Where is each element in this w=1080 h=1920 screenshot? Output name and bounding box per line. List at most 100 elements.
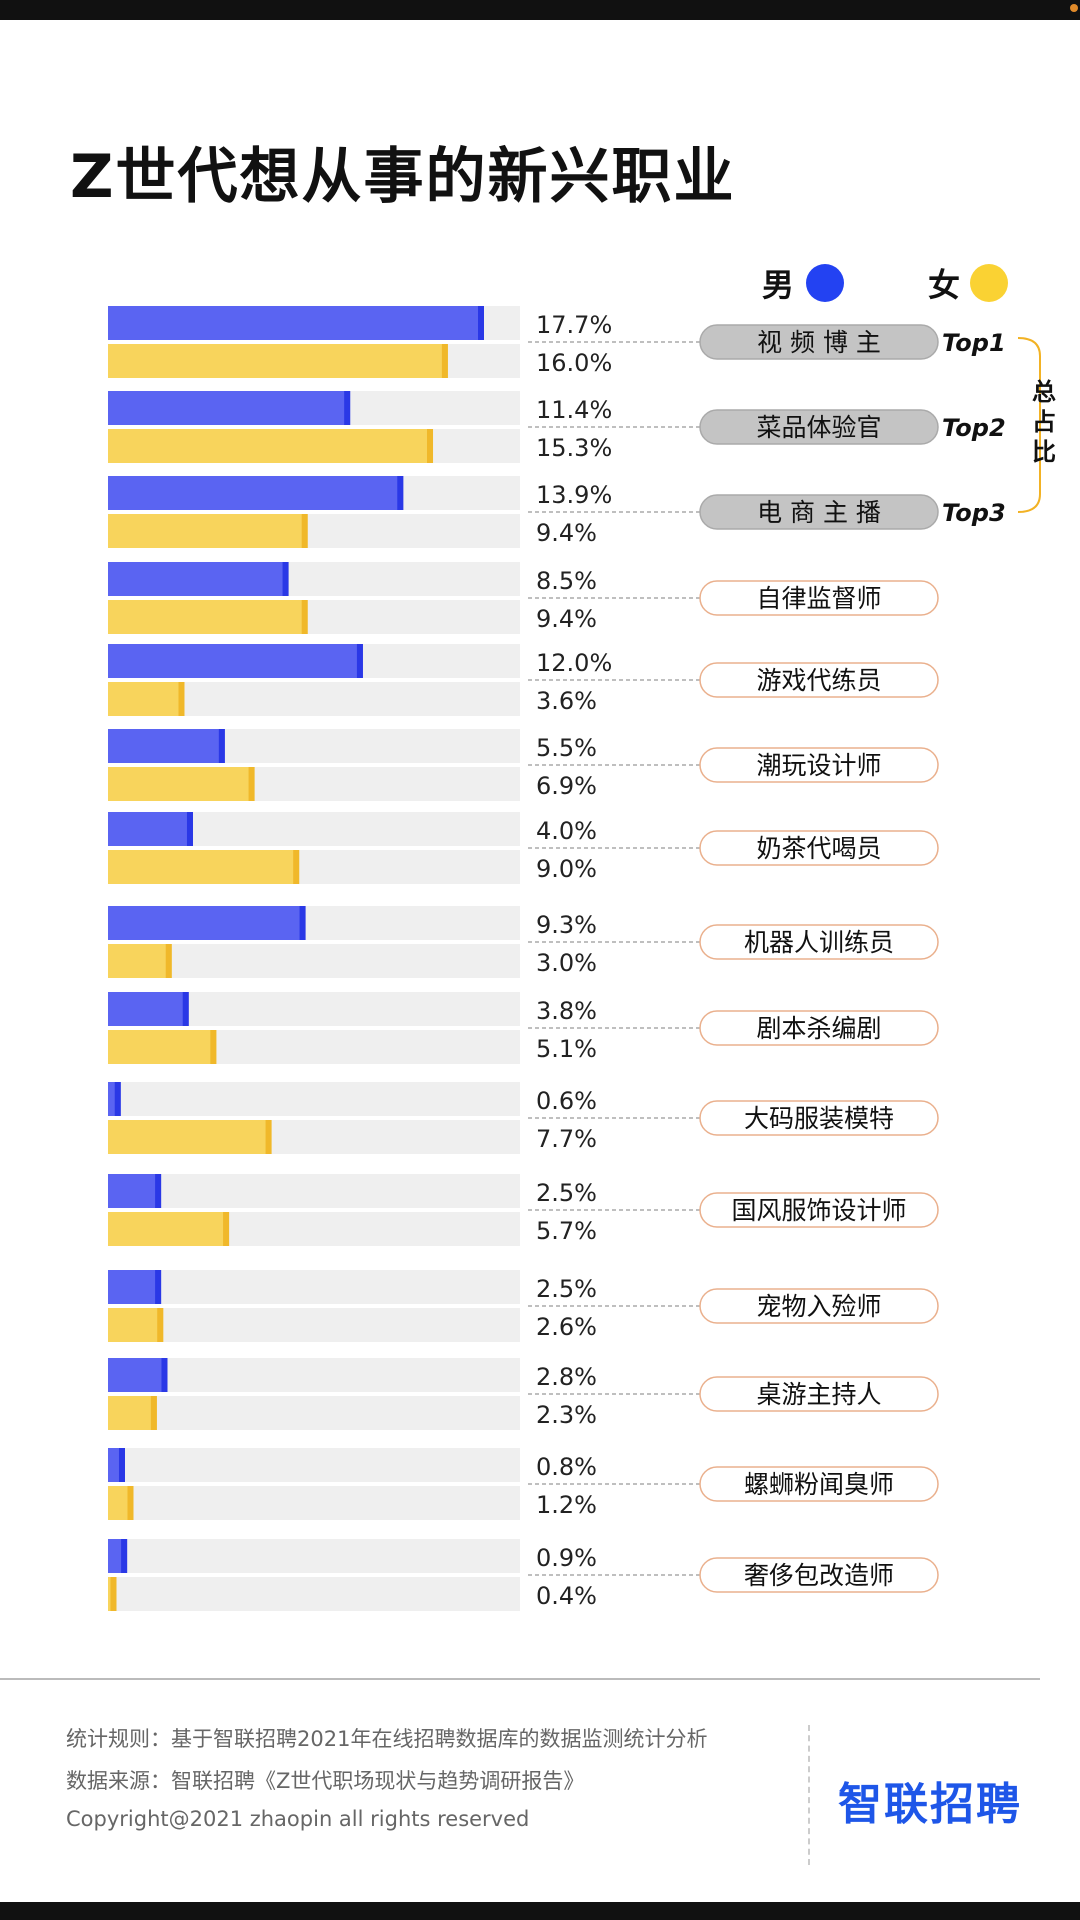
job-row: 12.0% 3.6% 游戏代练员: [108, 644, 939, 716]
job-row: 13.9% 9.4% 电 商 主 播 Top3: [108, 476, 1006, 548]
male-bar: [108, 306, 484, 340]
bar-track: [108, 1174, 520, 1208]
category-tag: [699, 1288, 939, 1324]
male-bar-cap: [118, 1448, 125, 1482]
category-label: 宠物入殓师: [756, 1292, 881, 1321]
male-value-label: 8.5%: [536, 567, 597, 595]
male-bar-cap: [186, 812, 193, 846]
legend-female-label: 女: [928, 266, 961, 304]
female-value-label: 9.4%: [536, 605, 597, 633]
male-bar: [108, 391, 351, 425]
bar-track: [108, 1577, 520, 1611]
female-value-label: 9.4%: [536, 519, 597, 547]
female-value-label: 3.0%: [536, 949, 597, 977]
zhaopin-logo: 智联招聘: [838, 1779, 1022, 1830]
category-tag: [699, 830, 939, 866]
male-value-label: 3.8%: [536, 997, 597, 1025]
job-row: 2.5% 2.6% 宠物入殓师: [108, 1270, 939, 1342]
category-label: 大码服装模特: [744, 1104, 894, 1133]
footer-source: 数据来源：智联招聘《Z世代职场现状与趋势调研报告》: [66, 1769, 585, 1793]
bar-track: [108, 1358, 520, 1392]
male-bar-cap: [121, 1539, 128, 1573]
female-value-label: 0.4%: [536, 1582, 597, 1610]
male-bar-cap: [397, 476, 404, 510]
male-value-label: 0.9%: [536, 1544, 597, 1572]
category-label: 电 商 主 播: [757, 498, 881, 527]
male-value-label: 5.5%: [536, 734, 597, 762]
male-bar-cap: [356, 644, 363, 678]
infographic-page: Z世代想从事的新兴职业 男 女 17.7% 16.0% 视 频 博 主 Top1 11.…: [0, 20, 1080, 1902]
job-row: 0.8% 1.2% 螺蛳粉闻臭师: [108, 1448, 939, 1520]
legend-male-label: 男: [762, 266, 795, 304]
top-bracket-label: 比: [1032, 438, 1056, 466]
female-bar-cap: [210, 1030, 217, 1064]
footer-copyright: Copyright@2021 zhaopin all rights reserv…: [66, 1807, 530, 1831]
male-bar: [108, 476, 404, 510]
female-bar-cap: [127, 1486, 134, 1520]
male-bar: [108, 992, 189, 1026]
male-value-label: 9.3%: [536, 911, 597, 939]
category-tag: [699, 662, 939, 698]
category-label: 国风服饰设计师: [731, 1196, 906, 1225]
bar-track: [108, 1448, 520, 1482]
female-bar: [108, 344, 448, 378]
bar-track: [108, 1486, 520, 1520]
male-value-label: 0.8%: [536, 1453, 597, 1481]
female-value-label: 7.7%: [536, 1125, 597, 1153]
job-row: 11.4% 15.3% 菜品体验官 Top2: [108, 391, 1006, 463]
female-value-label: 2.3%: [536, 1401, 597, 1429]
category-tag: [699, 1192, 939, 1228]
job-row: 2.8% 2.3% 桌游主持人: [108, 1358, 939, 1430]
male-value-label: 2.5%: [536, 1179, 597, 1207]
category-tag: [699, 1100, 939, 1136]
category-tag: [699, 580, 939, 616]
male-value-label: 0.6%: [536, 1087, 597, 1115]
top-rank-label: Top1: [942, 329, 1006, 357]
male-bar-cap: [155, 1174, 162, 1208]
job-row: 2.5% 5.7% 国风服饰设计师: [108, 1174, 939, 1246]
bar-track: [108, 1270, 520, 1304]
male-bar-cap: [155, 1270, 162, 1304]
category-tag: [699, 409, 939, 445]
female-bar-cap: [150, 1396, 157, 1430]
bar-track: [108, 944, 520, 978]
category-tag: [699, 1466, 939, 1502]
legend-male-dot: [806, 264, 844, 302]
female-value-label: 3.6%: [536, 687, 597, 715]
female-bar-cap: [265, 1120, 272, 1154]
category-label: 菜品体验官: [756, 413, 881, 442]
job-row: 5.5% 6.9% 潮玩设计师: [108, 729, 939, 801]
footer-rule: 统计规则：基于智联招聘2021年在线招聘数据库的数据监测统计分析: [66, 1727, 708, 1751]
job-row: 8.5% 9.4% 自律监督师: [108, 562, 939, 634]
category-label: 潮玩设计师: [756, 751, 881, 780]
page-title: Z世代想从事的新兴职业: [70, 142, 736, 212]
category-tag: [699, 1010, 939, 1046]
female-value-label: 2.6%: [536, 1313, 597, 1341]
category-tag: [699, 924, 939, 960]
job-row: 3.8% 5.1% 剧本杀编剧: [108, 992, 939, 1064]
female-bar-cap: [441, 344, 448, 378]
category-tag: [699, 1376, 939, 1412]
female-bar: [108, 1308, 164, 1342]
male-bar-cap: [182, 992, 189, 1026]
bar-track: [108, 1082, 520, 1116]
male-bar-cap: [161, 1358, 168, 1392]
male-value-label: 4.0%: [536, 817, 597, 845]
footer-vertical-divider: [808, 1725, 810, 1865]
bar-track: [108, 1396, 520, 1430]
female-bar: [108, 514, 308, 548]
female-bar: [108, 600, 308, 634]
male-bar: [108, 644, 363, 678]
female-bar-cap: [293, 850, 300, 884]
top-bracket: [1017, 337, 1041, 513]
category-tag: [699, 494, 939, 530]
male-bar: [108, 562, 289, 596]
bar-track: [108, 1308, 520, 1342]
female-value-label: 9.0%: [536, 855, 597, 883]
legend-female-dot: [970, 264, 1008, 302]
bar-chart: 17.7% 16.0% 视 频 博 主 Top1 11.4% 15.3% 菜品体验官 Top2…: [108, 306, 1056, 1611]
female-bar-cap: [110, 1577, 117, 1611]
male-value-label: 12.0%: [536, 649, 612, 677]
female-value-label: 6.9%: [536, 772, 597, 800]
job-row: 9.3% 3.0% 机器人训练员: [108, 906, 939, 978]
